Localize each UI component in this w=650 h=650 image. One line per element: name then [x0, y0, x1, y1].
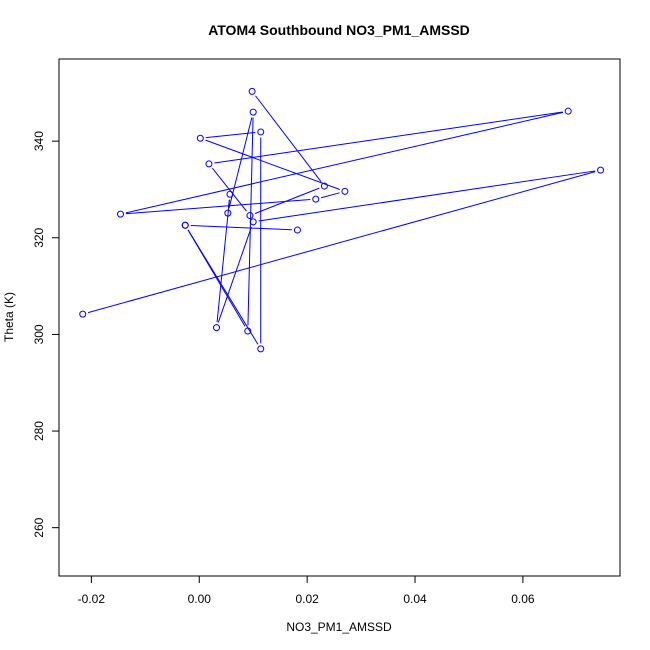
data-point — [116, 210, 124, 218]
series-segment — [258, 170, 596, 222]
x-axis-label: NO3_PM1_AMSSD — [286, 620, 392, 634]
data-point — [597, 166, 605, 174]
series-segment — [190, 224, 292, 231]
series-segment — [87, 171, 596, 314]
y-tick-label: 340 — [32, 131, 46, 151]
data-point — [79, 310, 87, 318]
x-axis: -0.02 0.00 0.02 0.04 0.06 — [78, 575, 535, 606]
series-segment — [211, 167, 247, 212]
x-tick-label: 0.06 — [511, 592, 535, 606]
y-axis-label: Theta (K) — [2, 292, 16, 342]
y-tick-label: 320 — [32, 227, 46, 247]
chart-title: ATOM4 Southbound NO3_PM1_AMSSD — [208, 22, 470, 38]
data-point — [248, 87, 256, 95]
x-tick-label: 0.04 — [403, 592, 427, 606]
data-point — [249, 108, 257, 116]
y-tick-label: 260 — [32, 517, 46, 537]
y-axis: 260 280 300 320 340 — [32, 131, 60, 538]
x-tick-label: -0.02 — [78, 592, 106, 606]
series-2 — [181, 221, 301, 234]
series-segment — [254, 187, 320, 214]
series-segment — [125, 111, 563, 214]
series-layer — [79, 87, 605, 353]
data-point — [224, 209, 232, 217]
series-1 — [79, 87, 605, 353]
y-tick-label: 280 — [32, 421, 46, 441]
series-segment — [214, 111, 563, 164]
data-point — [226, 190, 234, 198]
data-point — [320, 182, 328, 190]
series-segment — [187, 229, 246, 327]
data-point — [181, 221, 189, 229]
data-point — [564, 107, 572, 115]
data-point — [341, 187, 349, 195]
data-point — [257, 128, 265, 136]
data-point — [293, 226, 301, 234]
series-segment — [205, 139, 340, 190]
x-tick-label: 0.00 — [188, 592, 212, 606]
x-tick-label: 0.02 — [295, 592, 319, 606]
data-point — [244, 327, 252, 335]
data-point — [249, 218, 257, 226]
series-segment — [217, 226, 252, 323]
data-point — [205, 160, 213, 168]
data-point — [213, 324, 221, 332]
series-segment — [205, 132, 256, 139]
series-segment — [320, 192, 340, 199]
series-segment — [255, 95, 322, 183]
series-segment — [216, 199, 230, 323]
series-segment — [125, 199, 311, 215]
data-point — [312, 195, 320, 203]
y-tick-label: 300 — [32, 324, 46, 344]
data-point — [246, 212, 254, 220]
data-point — [257, 345, 265, 353]
data-point — [196, 134, 204, 142]
